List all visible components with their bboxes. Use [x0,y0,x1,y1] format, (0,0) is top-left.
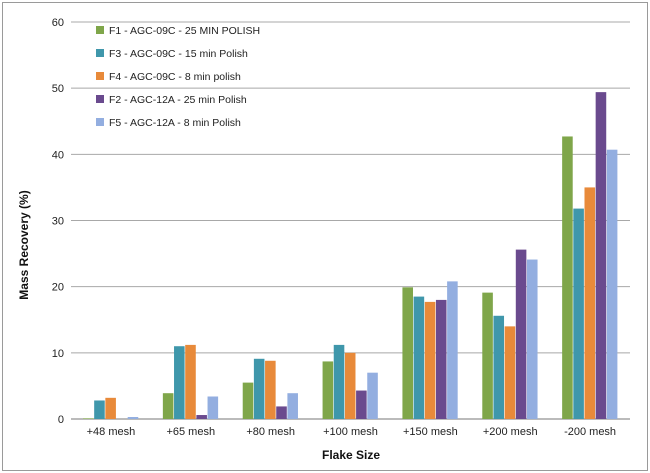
y-axis-ticks: 0 10 20 30 40 50 60 [52,17,64,426]
legend-swatch [96,95,104,103]
y-tick-label: 0 [58,414,64,426]
bar [526,259,538,419]
y-tick-label: 50 [52,83,64,95]
x-axis-ticks: +48 mesh +65 mesh +80 mesh +100 mesh +150 me… [87,426,616,438]
bar [515,249,527,419]
legend-swatch [96,26,104,34]
bar [584,187,596,419]
x-tick-label: +150 mesh [403,426,458,438]
bar [435,299,447,419]
bar [162,393,174,419]
bar [94,400,105,419]
bar [276,406,287,419]
bar [253,358,265,419]
bar [242,382,254,419]
bar [493,315,505,419]
legend-swatch [96,118,104,126]
x-tick-label: +65 mesh [166,426,215,438]
legend-swatch [96,72,104,80]
bar [402,287,413,419]
bar [595,92,607,420]
y-tick-label: 60 [52,17,64,29]
bar [174,346,185,419]
bar [367,372,378,419]
bar [562,136,573,420]
bar [83,418,94,419]
bar [504,326,516,419]
bar [207,396,219,419]
y-tick-label: 30 [52,216,64,228]
bar-chart: 0 10 20 30 40 50 60 +48 mesh +65 mesh +80 mesh +1… [17,17,630,462]
legend-label: F4 - AGC-09C - 8 min polish [109,71,241,83]
bar [344,352,356,419]
bars [83,92,618,420]
y-axis-title: Mass Recovery (%) [17,190,31,299]
y-tick-label: 20 [52,282,64,294]
bar [265,360,276,419]
x-tick-label: +48 mesh [87,426,136,438]
bar [333,344,345,419]
gridlines [71,21,630,420]
bar [196,415,207,419]
x-tick-label: +200 mesh [483,426,538,438]
bar [322,361,334,419]
legend: F1 - AGC-09C - 25 MIN POLISH F3 - AGC-09C… [96,25,260,129]
bar [287,393,298,419]
bar [606,149,618,419]
bar [447,281,458,419]
x-tick-label: -200 mesh [564,426,616,438]
x-tick-label: +80 mesh [246,426,295,438]
legend-label: F2 - AGC-12A - 25 min Polish [109,94,247,106]
x-axis-title: Flake Size [322,448,380,462]
legend-label: F1 - AGC-09C - 25 MIN POLISH [109,25,260,37]
legend-label: F5 - AGC-12A - 8 min Polish [109,117,241,129]
legend-swatch [96,49,104,57]
y-tick-label: 10 [52,348,64,360]
legend-label: F3 - AGC-09C - 15 min Polish [109,48,248,60]
bar [482,292,493,419]
bar [356,390,367,419]
bar [424,301,436,419]
bar [413,296,425,419]
x-tick-label: +100 mesh [323,426,378,438]
bar [573,208,584,419]
bar [105,397,116,419]
bar [127,417,139,419]
bar [185,344,196,419]
y-tick-label: 40 [52,149,64,161]
